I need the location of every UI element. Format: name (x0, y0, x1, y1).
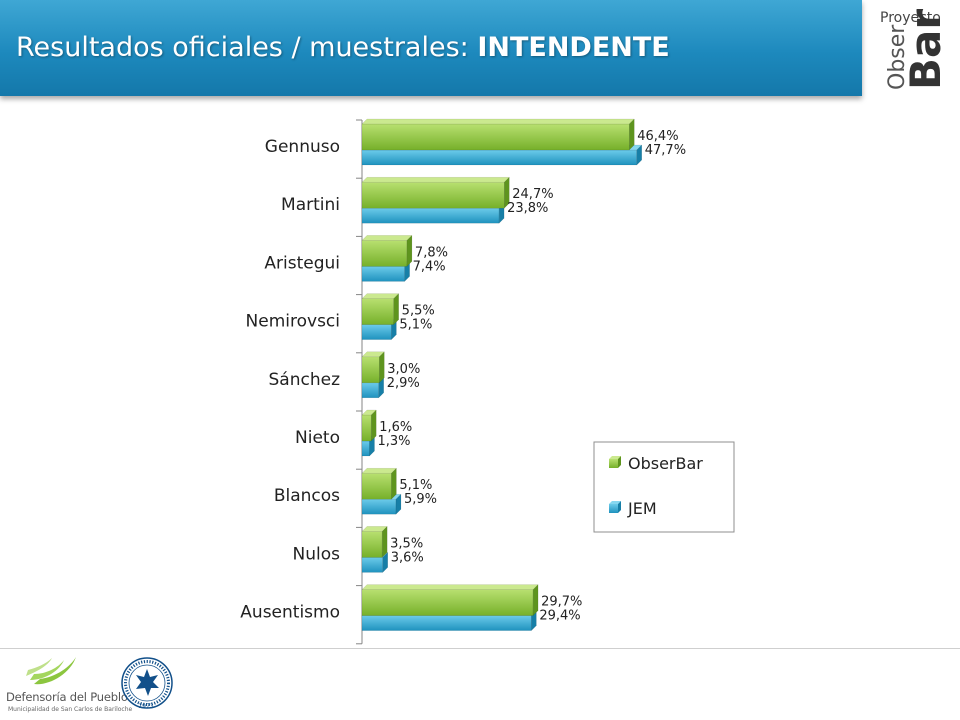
bar-obserbar-nemirovsci (361, 292, 400, 326)
data-label-obserbar-nemirovsci: 5,5% (402, 304, 435, 319)
category-label-ausentismo: Ausentismo (240, 603, 340, 623)
footer-divider (0, 648, 960, 649)
bar-obserbar-sanchez (361, 351, 385, 384)
defensoria-name: Defensoría del Pueblo (6, 690, 128, 704)
data-label-obserbar-nulos: 3,5% (390, 536, 423, 551)
chart-bars (361, 118, 643, 632)
bar-obserbar-blancos (361, 467, 397, 500)
data-label-obserbar-ausentismo: 29,7% (541, 595, 582, 610)
data-label-jem-nieto: 1,3% (377, 434, 410, 449)
data-label-jem-ausentismo: 29,4% (539, 609, 580, 624)
bar-obserbar-aristegui (361, 234, 413, 268)
data-label-jem-nemirovsci: 5,1% (399, 318, 432, 333)
data-label-jem-sanchez: 2,9% (387, 376, 420, 391)
university-seal-icon (121, 657, 173, 709)
category-label-nieto: Nieto (295, 428, 340, 448)
data-label-obserbar-aristegui: 7,8% (415, 245, 448, 260)
chart-labels: Gennuso 46,4%47,7% Martini 24,7%23,8% Ariste… (240, 129, 686, 624)
seal-year: 1973 (138, 703, 154, 710)
logo-text-proyecto: Proyecto (880, 10, 941, 26)
bar-obserbar-nieto (361, 409, 377, 442)
bar-obserbar-martini (361, 176, 510, 209)
data-label-obserbar-nieto: 1,6% (379, 420, 412, 435)
data-label-obserbar-gennuso: 46,4% (637, 129, 678, 144)
category-label-aristegui: Aristegui (264, 253, 340, 273)
data-label-obserbar-sanchez: 3,0% (387, 362, 420, 377)
data-label-jem-gennuso: 47,7% (645, 143, 686, 158)
legend-item-obserbar-label: ObserBar (628, 454, 703, 473)
logo-text-bar: Bar (901, 9, 950, 90)
page-title-emphasis: INTENDENTE (477, 32, 670, 63)
legend-item-jem: JEM (609, 499, 657, 518)
category-label-sanchez: Sánchez (269, 370, 341, 390)
category-label-nemirovsci: Nemirovsci (246, 312, 340, 332)
chart-legend: ObserBar JEM (593, 441, 735, 533)
logo-text-obser: Obser (885, 24, 910, 90)
data-label-jem-blancos: 5,9% (404, 492, 437, 507)
bar-chart: Gennuso 46,4%47,7% Martini 24,7%23,8% Ariste… (240, 118, 735, 645)
category-label-nulos: Nulos (293, 544, 341, 564)
data-label-jem-martini: 23,8% (507, 201, 548, 216)
defensoria-logo-icon (26, 657, 76, 685)
obserbar-logo: Proyecto Obser Bar (880, 9, 950, 90)
category-label-blancos: Blancos (274, 486, 340, 506)
data-label-obserbar-martini: 24,7% (512, 187, 553, 202)
chart-axes (356, 119, 363, 645)
bar-obserbar-ausentismo (361, 583, 539, 617)
defensoria-subtitle: Municipalidad de San Carlos de Bariloche (8, 706, 133, 713)
legend-item-jem-label: JEM (627, 499, 657, 518)
page-title-main: Resultados oficiales / muestrales: (16, 32, 478, 63)
legend-item-obserbar: ObserBar (609, 454, 703, 473)
bar-obserbar-nulos (361, 525, 388, 559)
category-label-martini: Martini (281, 195, 340, 215)
category-label-gennuso: Gennuso (265, 137, 340, 157)
page-title: Resultados oficiales / muestrales: INTEN… (16, 32, 670, 63)
data-label-jem-nulos: 3,6% (391, 550, 424, 565)
data-label-obserbar-blancos: 5,1% (399, 478, 432, 493)
data-label-jem-aristegui: 7,4% (413, 259, 446, 274)
bar-obserbar-gennuso (361, 118, 635, 151)
title-banner: Resultados oficiales / muestrales: INTEN… (0, 0, 862, 96)
